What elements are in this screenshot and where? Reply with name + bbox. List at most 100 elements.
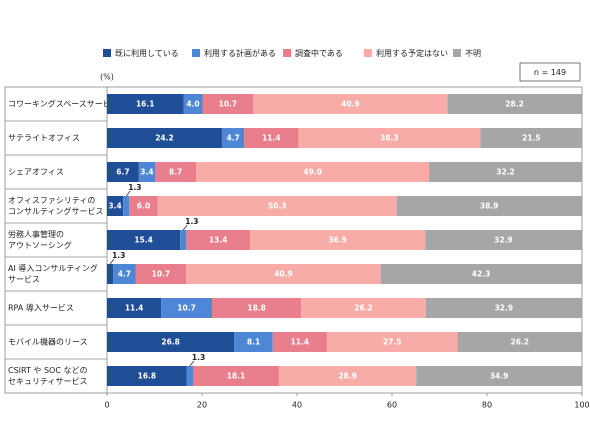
label-leader: [189, 360, 195, 367]
bar-segment: [135, 264, 187, 284]
bar-segment: [107, 162, 139, 182]
value-label: 16.8: [138, 372, 157, 381]
value-label: 4.0: [186, 100, 199, 109]
value-label: 28.9: [338, 372, 357, 381]
value-label: 38.3: [380, 134, 399, 143]
bar-segment: [396, 196, 582, 216]
bar-segment: [107, 196, 124, 216]
bar-segment: [447, 94, 582, 114]
value-label: 6.0: [137, 202, 150, 211]
category-label: オフィスファシリティの: [8, 196, 95, 205]
bar-segment: [154, 162, 197, 182]
category-label: RPA 導入サービス: [8, 303, 74, 313]
value-label: 1.3: [185, 217, 198, 226]
bar-segment: [107, 94, 184, 114]
value-label: 27.5: [383, 338, 402, 347]
bar-segment: [457, 332, 582, 352]
bar-segment: [107, 366, 187, 386]
category-label: シェアオフィス: [8, 168, 64, 177]
bar-segment: [123, 196, 130, 216]
bar-segment: [326, 332, 458, 352]
value-label: 8.7: [169, 168, 182, 177]
bar-segment: [480, 128, 583, 148]
value-label: 26.2: [354, 304, 373, 313]
value-label: 32.2: [496, 168, 515, 177]
value-label: 11.4: [291, 338, 310, 347]
value-label: 18.1: [227, 372, 246, 381]
bar-segment: [157, 196, 397, 216]
bar-segment: [249, 230, 426, 250]
value-label: 11.4: [262, 134, 281, 143]
bar-segment: [221, 128, 245, 148]
bar-segment: [180, 230, 187, 250]
legend-label: 不明: [465, 49, 481, 58]
legend-label: 利用する予定はない: [376, 48, 448, 58]
value-label: 24.2: [155, 134, 174, 143]
x-tick-label: 40: [292, 401, 302, 410]
bar-segment: [211, 298, 302, 318]
bar-segment: [107, 298, 162, 318]
category-label: サービス: [8, 275, 40, 284]
value-label: 16.1: [136, 100, 155, 109]
value-label: 10.7: [219, 100, 238, 109]
value-label: 34.9: [490, 372, 509, 381]
bar-segment: [107, 264, 114, 284]
bar-segment: [107, 332, 235, 352]
value-label: 4.7: [226, 134, 239, 143]
bar-segment: [244, 128, 299, 148]
category-label: コンサルティングサービス: [8, 206, 104, 216]
bar-segment: [107, 128, 222, 148]
legend-swatch: [453, 49, 461, 57]
bar-segment: [161, 298, 212, 318]
value-label: 3.4: [108, 202, 121, 211]
value-label: 38.9: [480, 202, 499, 211]
category-label: サテライトオフィス: [8, 134, 80, 143]
note-box: [519, 62, 581, 82]
bar-segment: [301, 298, 426, 318]
category-label: コワーキングスペースサービス: [8, 99, 119, 109]
category-label: AI 導入コンサルティング: [8, 263, 98, 273]
legend-swatch: [364, 49, 372, 57]
value-label: 42.3: [472, 270, 491, 279]
value-label: 26.2: [511, 338, 530, 347]
label-leader: [182, 224, 188, 231]
bar-segment: [202, 94, 254, 114]
legend-swatch: [103, 49, 111, 57]
bar-segment: [192, 366, 279, 386]
value-label: 49.0: [303, 168, 322, 177]
value-label: 40.9: [274, 270, 293, 279]
legend-label: 調査中である: [295, 48, 343, 58]
bar-segment: [138, 162, 155, 182]
value-label: 28.2: [505, 100, 524, 109]
label-leader: [125, 190, 131, 197]
value-label: 32.9: [495, 304, 514, 313]
x-tick-label: 80: [482, 401, 492, 410]
value-label: 6.7: [116, 168, 129, 177]
bar-segment: [186, 366, 193, 386]
bar-segment: [129, 196, 158, 216]
bar-segment: [278, 366, 417, 386]
note: n = 149: [534, 68, 566, 77]
x-tick-label: 0: [104, 401, 109, 410]
bar-segment: [380, 264, 582, 284]
bar-segment: [183, 94, 203, 114]
category-label: 労務人事管理の: [8, 229, 64, 239]
value-label: 1.3: [112, 251, 125, 260]
bar-segment: [107, 230, 181, 250]
value-label: 18.8: [247, 304, 266, 313]
bar-segment: [429, 162, 582, 182]
bar-segment: [253, 94, 448, 114]
value-label: 36.9: [328, 236, 347, 245]
unit-label: (%): [100, 73, 114, 82]
chart-frame: [4, 86, 583, 394]
bar-segment: [425, 298, 582, 318]
value-label: 40.9: [341, 100, 360, 109]
legend-label: 利用する計画がある: [204, 48, 276, 58]
value-label: 32.9: [494, 236, 513, 245]
value-label: 4.7: [118, 270, 131, 279]
label-leader: [109, 258, 115, 265]
x-tick-label: 60: [387, 401, 397, 410]
bar-segment: [113, 264, 136, 284]
